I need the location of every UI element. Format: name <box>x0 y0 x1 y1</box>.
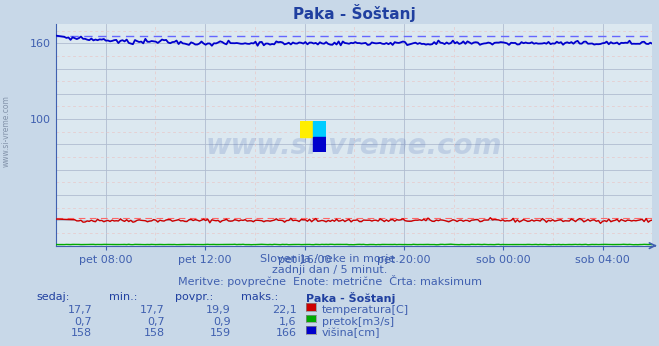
Text: 0,9: 0,9 <box>213 317 231 327</box>
Text: 158: 158 <box>144 328 165 338</box>
Text: 17,7: 17,7 <box>67 305 92 315</box>
Text: 0,7: 0,7 <box>74 317 92 327</box>
Text: 17,7: 17,7 <box>140 305 165 315</box>
Text: 159: 159 <box>210 328 231 338</box>
Bar <box>313 137 326 152</box>
Text: maks.:: maks.: <box>241 292 278 302</box>
Title: Paka - Šoštanj: Paka - Šoštanj <box>293 4 416 22</box>
Text: sedaj:: sedaj: <box>36 292 70 302</box>
Text: temperatura[C]: temperatura[C] <box>322 305 409 315</box>
Text: 0,7: 0,7 <box>147 317 165 327</box>
Text: pretok[m3/s]: pretok[m3/s] <box>322 317 393 327</box>
Text: 158: 158 <box>71 328 92 338</box>
Text: višina[cm]: višina[cm] <box>322 328 380 338</box>
Text: Slovenija / reke in morje.: Slovenija / reke in morje. <box>260 254 399 264</box>
Text: Meritve: povprečne  Enote: metrične  Črta: maksimum: Meritve: povprečne Enote: metrične Črta:… <box>177 275 482 287</box>
Text: min.:: min.: <box>109 292 137 302</box>
Text: povpr.:: povpr.: <box>175 292 213 302</box>
Text: zadnji dan / 5 minut.: zadnji dan / 5 minut. <box>272 265 387 275</box>
Text: www.si-vreme.com: www.si-vreme.com <box>2 95 11 167</box>
Bar <box>300 121 313 137</box>
Text: www.si-vreme.com: www.si-vreme.com <box>206 132 502 160</box>
Text: 22,1: 22,1 <box>272 305 297 315</box>
Text: 1,6: 1,6 <box>279 317 297 327</box>
Bar <box>313 121 326 137</box>
Text: 19,9: 19,9 <box>206 305 231 315</box>
Text: Paka - Šoštanj: Paka - Šoštanj <box>306 292 396 304</box>
Text: 166: 166 <box>275 328 297 338</box>
